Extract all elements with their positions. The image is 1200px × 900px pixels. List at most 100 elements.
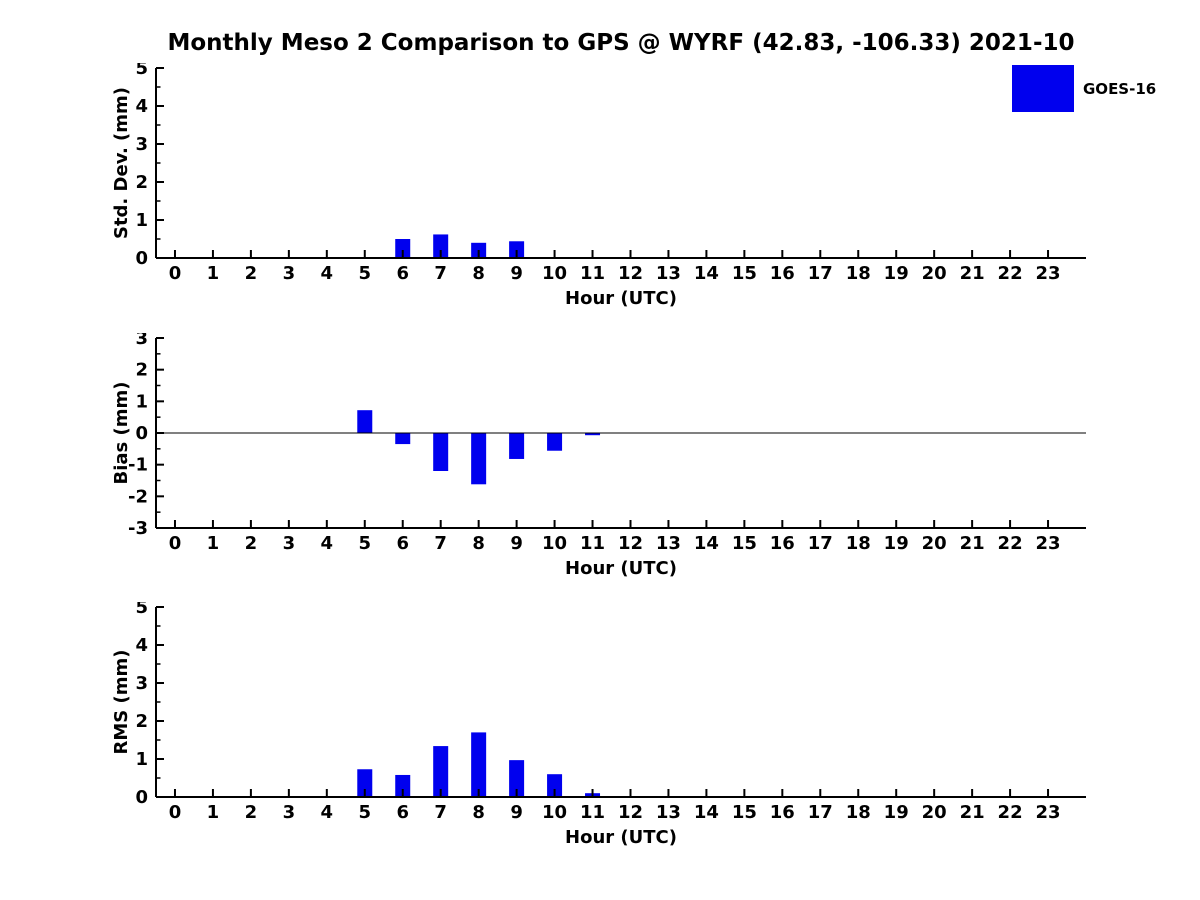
- x-tick-label: 12: [618, 533, 643, 554]
- bar-hour-7: [433, 234, 449, 258]
- bar-hour-7: [433, 433, 449, 471]
- x-tick-label: 23: [1036, 802, 1061, 823]
- x-tick-label: 5: [359, 533, 372, 554]
- x-tick-label: 11: [580, 263, 605, 284]
- subplot-bias: -3 -2 -1 0 1 2 3 0 1 2 3 4 5 6 7 8 9 10 11 12 13 14 15 16 17 18 19…: [100, 333, 1100, 588]
- x-tick-label: 10: [542, 533, 567, 554]
- x-tick-label: 17: [808, 802, 833, 823]
- bar-hour-6: [395, 239, 411, 258]
- y-axis-label: RMS (mm): [111, 650, 132, 755]
- bar-hour-5: [357, 410, 373, 433]
- y-tick-label: 1: [135, 749, 148, 770]
- x-tick-label: 20: [922, 263, 947, 284]
- subplot-std-dev: 0 1 2 3 4 5 0 1 2 3 4 5 6 7 8 9 10 11 12 13 14 15 16 17 18 19 20 21…: [100, 63, 1100, 318]
- x-tick-label: 6: [396, 533, 409, 554]
- x-tick-label: 20: [922, 802, 947, 823]
- bar-hour-7: [433, 746, 449, 797]
- x-tick-label: 11: [580, 533, 605, 554]
- bar-hour-6: [395, 433, 411, 445]
- x-tick-label: 19: [884, 802, 909, 823]
- y-tick-label: 4: [135, 635, 148, 656]
- x-tick-label: 10: [542, 802, 567, 823]
- x-tick-label: 7: [434, 533, 447, 554]
- x-tick-label: 8: [472, 533, 485, 554]
- x-tick-label: 1: [207, 802, 220, 823]
- x-tick-label: 6: [396, 802, 409, 823]
- y-tick-label: -1: [128, 455, 148, 476]
- x-tick-label: 21: [960, 533, 985, 554]
- x-tick-label: 9: [510, 802, 523, 823]
- x-tick-label: 13: [656, 533, 681, 554]
- bar-hour-11: [585, 433, 601, 436]
- x-tick-label: 19: [884, 533, 909, 554]
- x-tick-label: 0: [169, 533, 182, 554]
- y-tick-label: 0: [135, 787, 148, 808]
- y-axis-label: Bias (mm): [111, 382, 132, 485]
- x-tick-label: 14: [694, 533, 719, 554]
- y-tick-label: -2: [128, 486, 148, 507]
- x-tick-label: 22: [998, 263, 1023, 284]
- x-tick-label: 22: [998, 533, 1023, 554]
- x-tick-label: 4: [321, 802, 334, 823]
- y-axis-label: Std. Dev. (mm): [111, 87, 132, 239]
- y-tick-label: 1: [135, 391, 148, 412]
- subplot-rms: 0 1 2 3 4 5 0 1 2 3 4 5 6 7 8 9 10 11 12 13 14 15 16 17 18 19 20 21…: [100, 602, 1100, 857]
- x-tick-label: 8: [472, 263, 485, 284]
- x-tick-label: 6: [396, 263, 409, 284]
- x-tick-label: 2: [245, 263, 258, 284]
- x-tick-label: 20: [922, 533, 947, 554]
- legend-swatch-goes16: [1012, 65, 1074, 112]
- x-tick-label: 7: [434, 802, 447, 823]
- legend: GOES-16: [1012, 65, 1156, 112]
- x-axis-label: Hour (UTC): [565, 827, 677, 848]
- x-tick-label: 4: [321, 263, 334, 284]
- x-tick-label: 15: [732, 533, 757, 554]
- x-axis-label: Hour (UTC): [565, 558, 677, 579]
- x-tick-label: 5: [359, 802, 372, 823]
- x-tick-label: 4: [321, 533, 334, 554]
- x-tick-label: 23: [1036, 533, 1061, 554]
- x-tick-label: 16: [770, 533, 795, 554]
- x-tick-label: 15: [732, 263, 757, 284]
- x-tick-label: 7: [434, 263, 447, 284]
- x-tick-label: 21: [960, 802, 985, 823]
- y-tick-label: 0: [135, 248, 148, 269]
- x-tick-label: 12: [618, 263, 643, 284]
- x-tick-label: 21: [960, 263, 985, 284]
- y-tick-label: 5: [135, 63, 148, 79]
- y-tick-label: 3: [135, 333, 148, 349]
- y-tick-label: 2: [135, 360, 148, 381]
- x-tick-label: 17: [808, 533, 833, 554]
- y-tick-label: 0: [135, 423, 148, 444]
- x-tick-label: 13: [656, 802, 681, 823]
- y-tick-label: 4: [135, 96, 148, 117]
- x-tick-label: 16: [770, 802, 795, 823]
- y-tick-label: 5: [135, 602, 148, 618]
- x-tick-label: 16: [770, 263, 795, 284]
- x-tick-label: 18: [846, 533, 871, 554]
- x-tick-label: 3: [283, 533, 296, 554]
- x-tick-label: 11: [580, 802, 605, 823]
- y-tick-label: 2: [135, 711, 148, 732]
- x-tick-label: 13: [656, 263, 681, 284]
- bar-hour-10: [547, 774, 563, 797]
- x-tick-label: 22: [998, 802, 1023, 823]
- x-tick-label: 5: [359, 263, 372, 284]
- x-tick-label: 2: [245, 802, 258, 823]
- x-tick-label: 1: [207, 263, 220, 284]
- bar-hour-10: [547, 433, 563, 451]
- bar-hour-5: [357, 769, 373, 797]
- y-tick-label: 2: [135, 172, 148, 193]
- y-tick-label: 3: [135, 134, 148, 155]
- bar-hour-9: [509, 760, 525, 797]
- bar-hour-8: [471, 433, 487, 485]
- bar-hour-6: [395, 774, 411, 797]
- x-tick-label: 14: [694, 802, 719, 823]
- x-tick-label: 8: [472, 802, 485, 823]
- x-axis-label: Hour (UTC): [565, 288, 677, 309]
- bar-hour-8: [471, 732, 487, 797]
- x-tick-label: 18: [846, 802, 871, 823]
- y-tick-label: -3: [128, 518, 148, 539]
